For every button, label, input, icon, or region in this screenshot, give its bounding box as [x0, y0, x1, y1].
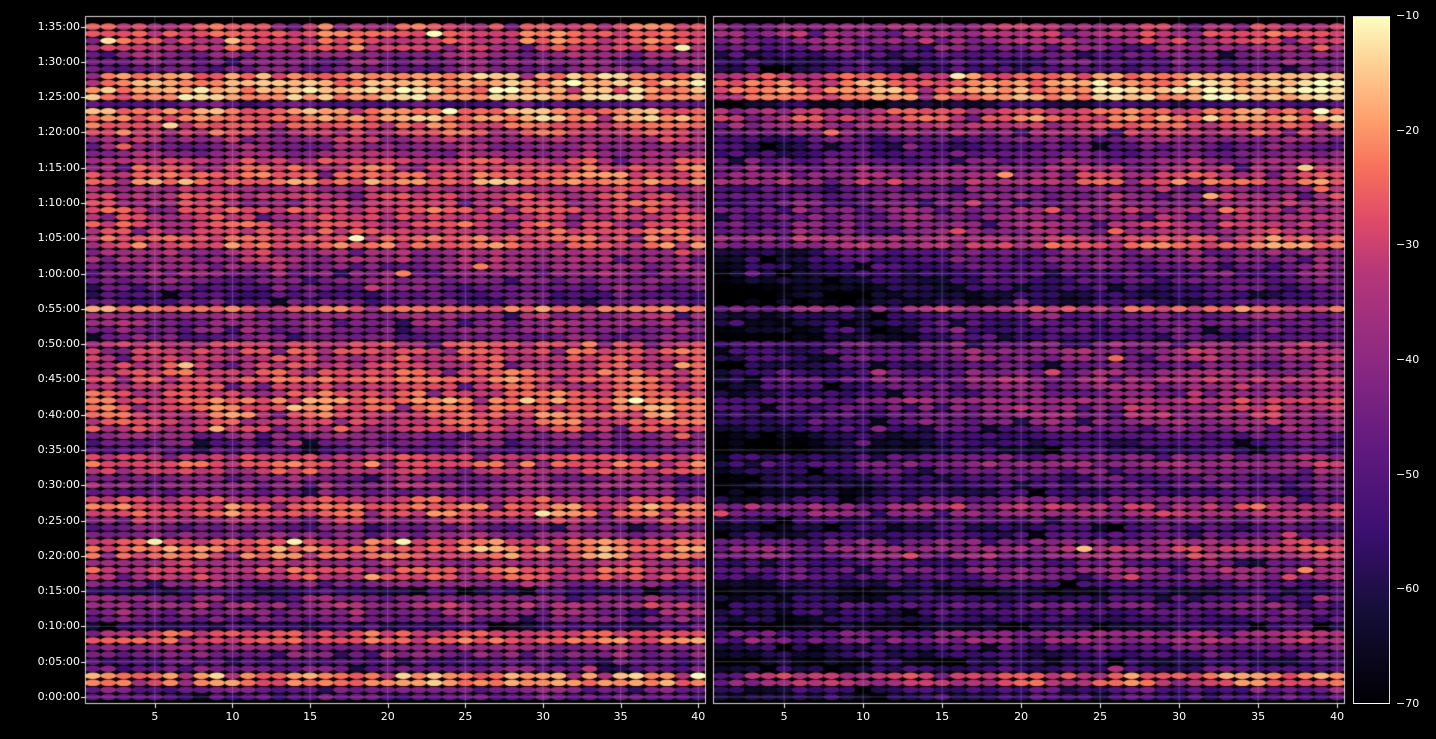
y-tick-label: 0:45:00	[37, 372, 80, 386]
x-tick-label: 35	[613, 710, 628, 723]
colorbar-tick-label: −60	[1396, 582, 1420, 596]
x-tick-label: 10	[225, 710, 240, 723]
x-tick-label: 30	[535, 710, 550, 723]
y-tick-label: 0:25:00	[37, 513, 80, 527]
y-tick-label: 0:00:00	[37, 689, 80, 703]
x-tick-label: 35	[1251, 710, 1266, 723]
colorbar-tick-label: −20	[1396, 123, 1420, 137]
x-tick-label: 5	[151, 710, 159, 723]
x-tick-label: 30	[1172, 710, 1187, 723]
y-tick-label: 1:20:00	[37, 125, 80, 139]
y-tick-label: 0:55:00	[37, 301, 80, 315]
y-tick-label: 0:40:00	[37, 407, 80, 421]
y-tick-label: 0:35:00	[37, 442, 80, 456]
y-tick-label: 1:00:00	[37, 266, 80, 280]
y-tick-label: 0:10:00	[37, 619, 80, 633]
y-tick-label: 0:30:00	[37, 478, 80, 492]
y-tick-label: 1:15:00	[37, 160, 80, 174]
x-tick-label: 5	[780, 710, 788, 723]
colorbar-tick-label: −40	[1396, 353, 1420, 366]
x-tick-label: 10	[856, 710, 871, 723]
y-tick-label: 1:05:00	[37, 231, 80, 245]
y-tick-label: 0:20:00	[37, 548, 80, 562]
x-tick-label: 20	[380, 710, 395, 723]
y-tick-label: 1:35:00	[37, 19, 80, 33]
colorbar-tick-label: −70	[1396, 697, 1420, 710]
y-tick-label: 1:25:00	[37, 90, 80, 104]
x-tick-label: 25	[1093, 710, 1108, 723]
x-tick-label: 25	[458, 710, 473, 723]
x-tick-label: 15	[935, 710, 950, 723]
y-tick-label: 0:15:00	[37, 584, 80, 598]
y-tick-label: 0:05:00	[37, 654, 80, 668]
x-tick-label: 15	[303, 710, 318, 723]
colorbar-tick-label: −50	[1396, 467, 1420, 481]
x-tick-label: 20	[1014, 710, 1029, 723]
y-tick-label: 1:10:00	[37, 195, 80, 209]
x-tick-label: 40	[691, 710, 706, 723]
colorbar-tick-label: −10	[1396, 9, 1420, 22]
colorbar	[1353, 16, 1390, 704]
x-tick-label: 40	[1330, 710, 1345, 723]
y-tick-label: 0:50:00	[37, 337, 80, 351]
colorbar-tick-label: −30	[1396, 238, 1420, 252]
y-tick-label: 1:30:00	[37, 54, 80, 68]
